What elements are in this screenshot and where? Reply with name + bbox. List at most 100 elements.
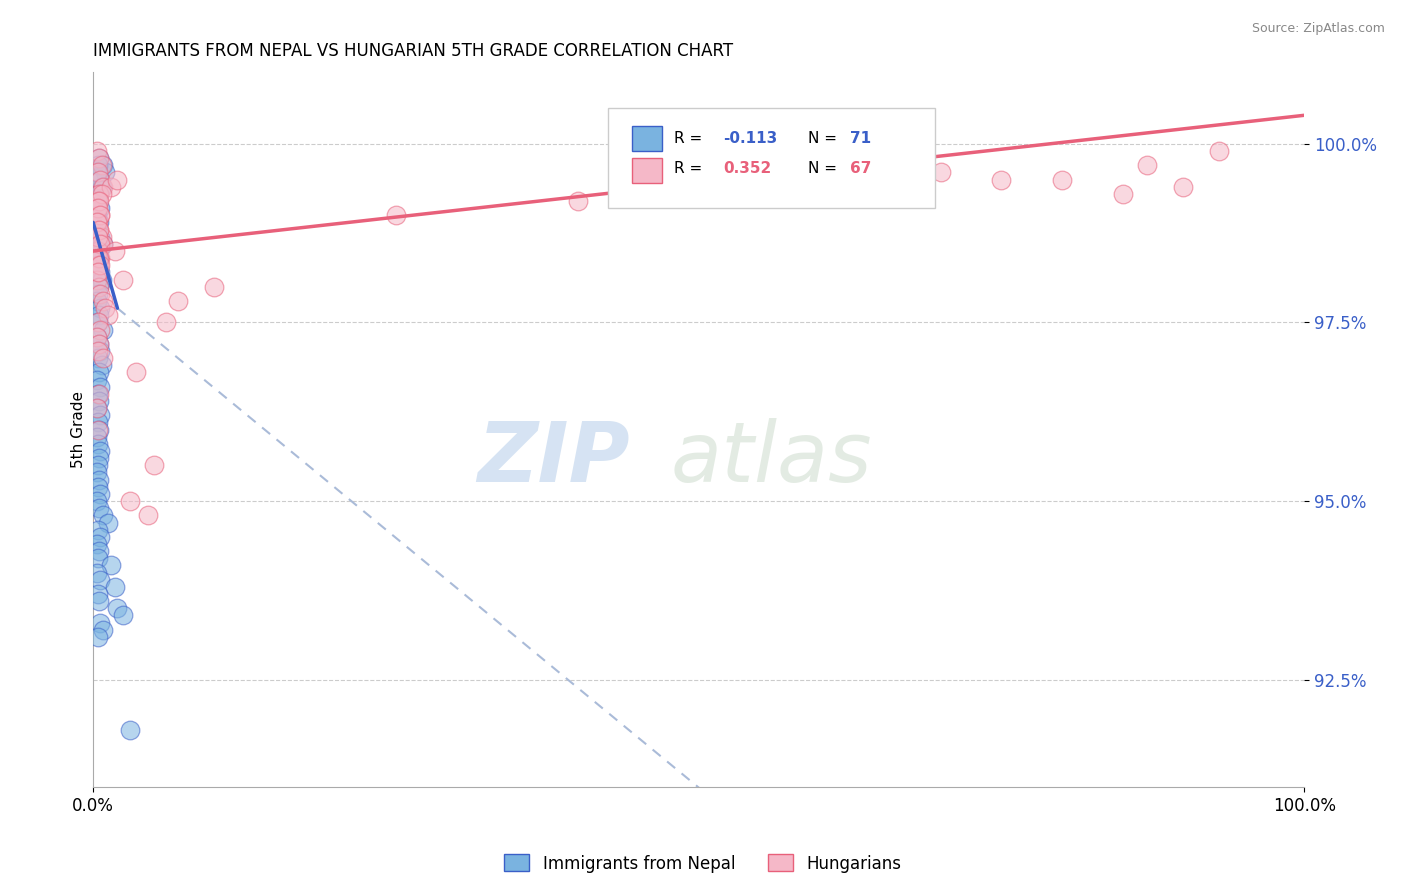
Point (89, 487, 111, 501)
Point (86, 293, 108, 308)
Point (89, 337, 111, 351)
Point (86, 330, 108, 344)
Point (90, 272, 112, 286)
Point (87, 351, 110, 366)
Text: N =: N = (807, 131, 842, 146)
Point (87, 265, 110, 279)
Point (94, 165, 117, 179)
Point (89, 544, 111, 558)
Point (688, 151, 710, 165)
Text: ZIP: ZIP (477, 417, 630, 499)
Point (87, 244, 110, 258)
Point (87, 222, 110, 236)
Point (87, 201, 110, 215)
Point (87, 316, 110, 330)
Point (89, 279, 111, 293)
Point (89, 172, 111, 186)
Point (136, 508, 159, 523)
Point (89, 344, 111, 359)
Point (1050, 172, 1073, 186)
Point (89, 451, 111, 466)
Point (87, 416, 110, 430)
Point (87, 551, 110, 566)
Point (89, 530, 111, 544)
Point (112, 608, 135, 623)
Point (89, 208, 111, 222)
Legend: Immigrants from Nepal, Hungarians: Immigrants from Nepal, Hungarians (498, 847, 908, 880)
Point (567, 194, 589, 208)
Point (87, 344, 110, 359)
Point (91, 508, 114, 523)
Point (87, 194, 110, 208)
Point (89, 236, 111, 251)
Point (89, 501, 111, 516)
Point (89, 301, 111, 315)
Point (87, 215, 110, 229)
Point (91, 293, 114, 308)
Point (87, 458, 110, 473)
Text: 67: 67 (851, 161, 872, 177)
Point (990, 172, 1012, 186)
Point (142, 458, 165, 473)
Point (87, 480, 110, 494)
Point (86, 208, 108, 222)
Point (89, 194, 111, 208)
Point (89, 337, 111, 351)
Point (86, 430, 108, 444)
Point (91, 236, 114, 251)
Text: 71: 71 (851, 131, 872, 146)
Point (87, 423, 110, 437)
Bar (633, 126, 662, 151)
Text: 0.352: 0.352 (723, 161, 770, 177)
Point (90, 186, 112, 201)
Point (87, 630, 110, 644)
Point (89, 286, 111, 301)
Point (1136, 158, 1159, 172)
Point (97, 309, 120, 323)
Point (86, 537, 108, 551)
Text: IMMIGRANTS FROM NEPAL VS HUNGARIAN 5TH GRADE CORRELATION CHART: IMMIGRANTS FROM NEPAL VS HUNGARIAN 5TH G… (93, 42, 734, 60)
Point (89, 615, 111, 630)
Point (97, 516, 120, 530)
Point (104, 244, 127, 258)
Point (86, 401, 108, 416)
Point (87, 165, 110, 179)
Point (86, 144, 108, 158)
Point (87, 158, 110, 172)
Point (89, 573, 111, 587)
Point (89, 380, 111, 394)
Point (87, 437, 110, 451)
Point (89, 279, 111, 293)
Point (89, 258, 111, 272)
Point (89, 172, 111, 186)
Point (124, 366, 146, 380)
Point (89, 444, 111, 458)
Point (89, 208, 111, 222)
Point (90, 229, 112, 244)
Point (202, 279, 225, 293)
Point (89, 186, 111, 201)
Point (89, 244, 111, 258)
Point (869, 179, 891, 194)
Point (91, 158, 114, 172)
Point (89, 366, 111, 380)
Point (808, 158, 831, 172)
Point (89, 387, 111, 401)
Point (87, 316, 110, 330)
Point (167, 293, 190, 308)
Point (107, 172, 129, 186)
Y-axis label: 5th Grade: 5th Grade (72, 391, 86, 468)
Point (86, 215, 108, 229)
Point (89, 594, 111, 608)
Point (1111, 186, 1133, 201)
Text: Source: ZipAtlas.com: Source: ZipAtlas.com (1251, 22, 1385, 36)
Point (1171, 179, 1194, 194)
Point (91, 623, 114, 637)
Point (155, 316, 177, 330)
Point (1208, 144, 1230, 158)
Point (87, 387, 110, 401)
Point (89, 409, 111, 423)
Bar (633, 158, 662, 183)
Point (87, 286, 110, 301)
Point (89, 423, 111, 437)
